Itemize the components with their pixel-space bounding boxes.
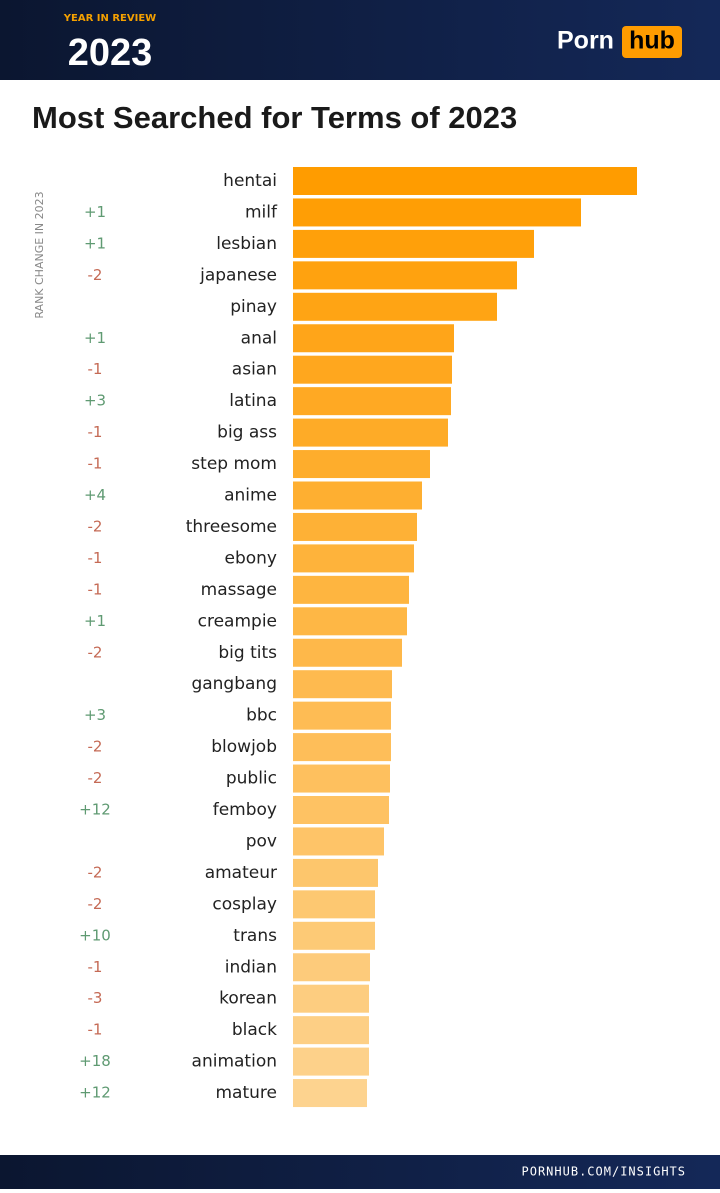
rank-change: -1	[88, 360, 103, 378]
category-label: public	[226, 769, 277, 789]
bar	[293, 858, 378, 887]
rank-change: +1	[84, 234, 106, 252]
logo-box	[622, 26, 682, 58]
category-label: anal	[241, 328, 277, 348]
bar	[293, 1016, 369, 1045]
bar	[293, 953, 370, 982]
rank-change: +4	[84, 486, 106, 504]
category-label: big tits	[218, 643, 277, 663]
bar	[293, 796, 389, 824]
rank-change: -1	[88, 958, 103, 976]
rank-change: -2	[88, 643, 103, 661]
rank-change: -2	[88, 517, 103, 535]
header-year: 2023	[68, 32, 153, 74]
category-label: blowjob	[211, 737, 277, 757]
category-label: japanese	[199, 265, 277, 285]
category-label: step mom	[191, 454, 277, 474]
category-label: massage	[201, 580, 277, 600]
bar	[293, 481, 422, 510]
category-label: milf	[245, 202, 278, 222]
rank-change: +3	[84, 392, 106, 410]
bar	[293, 733, 391, 762]
category-label: threesome	[186, 517, 277, 537]
rank-change: -1	[88, 455, 103, 473]
rank-change: -2	[88, 895, 103, 913]
logo-left: Porn	[557, 27, 614, 55]
bar	[293, 167, 637, 195]
category-label: pov	[246, 831, 277, 851]
side-label: RANK CHANGE IN 2023	[33, 191, 46, 318]
category-label: bbc	[246, 706, 277, 726]
category-label: anime	[224, 486, 277, 506]
category-label: asian	[232, 360, 277, 380]
rank-change: +18	[79, 1052, 111, 1070]
rank-change: +10	[79, 926, 111, 944]
rank-change: -2	[88, 266, 103, 284]
category-label: ebony	[225, 548, 278, 568]
bar	[293, 1079, 367, 1108]
category-label: amateur	[205, 863, 277, 883]
rank-change: +1	[84, 612, 106, 630]
rank-change: -3	[88, 989, 103, 1007]
rank-change: -1	[88, 1021, 103, 1039]
category-label: creampie	[198, 611, 277, 631]
bar	[293, 355, 452, 384]
bar	[293, 512, 417, 541]
chart-title: Most Searched for Terms of 2023	[32, 100, 517, 135]
bar	[293, 450, 430, 479]
bar	[293, 764, 390, 793]
rank-change: -2	[88, 738, 103, 756]
category-label: korean	[219, 989, 277, 1009]
plot: hentai milf +1 lesbian +1 japanese -2 pinay anal…	[79, 167, 637, 1108]
category-label: indian	[225, 957, 277, 977]
category-label: big ass	[217, 423, 277, 443]
bar	[293, 198, 581, 227]
category-label: hentai	[223, 171, 277, 191]
rank-change: +12	[79, 801, 111, 819]
category-label: mature	[216, 1083, 278, 1103]
bar	[293, 607, 407, 636]
bar	[293, 261, 517, 290]
bar	[293, 984, 369, 1013]
bar	[293, 1047, 369, 1076]
bar	[293, 638, 402, 667]
category-label: latina	[229, 391, 277, 411]
rank-change: -1	[88, 580, 103, 598]
category-label: lesbian	[216, 234, 277, 254]
rank-change: -2	[88, 769, 103, 787]
bar	[293, 229, 534, 258]
bar	[293, 921, 375, 950]
rank-change: +3	[84, 706, 106, 724]
rank-change: -1	[88, 549, 103, 567]
rank-change: -1	[88, 423, 103, 441]
rank-change: +1	[84, 203, 106, 221]
category-label: animation	[192, 1052, 277, 1072]
bar	[293, 670, 392, 699]
logo-right: hub	[629, 27, 675, 55]
bar	[293, 418, 448, 447]
category-label: cosplay	[212, 894, 277, 914]
rank-change: +12	[79, 1084, 111, 1102]
bar	[293, 292, 497, 321]
bar	[293, 827, 384, 856]
rank-change: -2	[88, 863, 103, 881]
bar	[293, 890, 375, 919]
header-band	[0, 0, 720, 80]
bar	[293, 575, 409, 604]
category-label: gangbang	[191, 674, 277, 694]
bar	[293, 387, 451, 416]
category-label: femboy	[213, 800, 277, 820]
bar	[293, 701, 391, 730]
footer-text: PORNHUB.COM/INSIGHTS	[522, 1165, 687, 1179]
category-label: pinay	[230, 297, 277, 317]
bar	[293, 324, 454, 353]
bar	[293, 544, 414, 573]
rank-change: +1	[84, 329, 106, 347]
category-label: trans	[233, 926, 277, 946]
badge: YEAR IN REVIEW	[63, 13, 156, 24]
footer-band	[0, 1155, 720, 1189]
category-label: black	[232, 1020, 277, 1040]
